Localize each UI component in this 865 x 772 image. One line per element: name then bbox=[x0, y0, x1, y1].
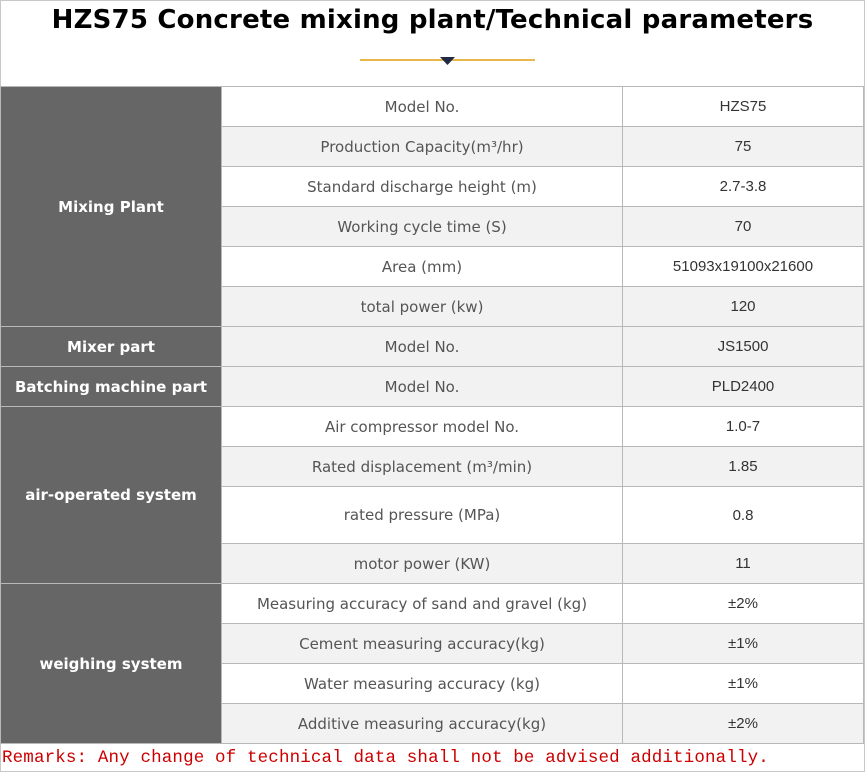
param-value: ±1% bbox=[622, 663, 864, 704]
param-value: JS1500 bbox=[622, 326, 864, 367]
param-value: 75 bbox=[622, 126, 864, 167]
category-mixer-part: Mixer part bbox=[0, 326, 222, 367]
param-value: ±2% bbox=[622, 703, 864, 744]
param-name: Model No. bbox=[221, 86, 623, 127]
param-name: Model No. bbox=[221, 366, 623, 407]
table-row: Standard discharge height (m) 2.7-3.8 bbox=[1, 166, 864, 207]
param-value: PLD2400 bbox=[622, 366, 864, 407]
category-batching-machine-part: Batching machine part bbox=[0, 366, 222, 407]
page-title: HZS75 Concrete mixing plant/Technical pa… bbox=[51, 5, 814, 35]
table-row: Mixer part Model No. JS1500 bbox=[0, 326, 864, 367]
param-value: ±1% bbox=[622, 623, 864, 664]
table-row: Production Capacity(m³/hr) 75 bbox=[1, 126, 864, 167]
table-row: Working cycle time (S) 70 bbox=[1, 206, 864, 247]
param-name: Area (mm) bbox=[221, 246, 623, 287]
divider-triangle-icon bbox=[440, 57, 455, 65]
category-weighing-system: weighing system bbox=[0, 583, 222, 744]
category-air-operated-system: air-operated system bbox=[0, 406, 222, 584]
param-name: Cement measuring accuracy(kg) bbox=[221, 623, 623, 664]
param-value: HZS75 bbox=[622, 86, 864, 127]
param-value: 1.85 bbox=[622, 446, 864, 487]
param-value: 2.7-3.8 bbox=[622, 166, 864, 207]
remarks-note: Remarks: Any change of technical data sh… bbox=[2, 748, 769, 768]
param-name: Air compressor model No. bbox=[221, 406, 623, 447]
param-value: 1.0-7 bbox=[622, 406, 864, 447]
param-name: Standard discharge height (m) bbox=[221, 166, 623, 207]
param-name: total power (kw) bbox=[221, 286, 623, 327]
table-row: Batching machine part Model No. PLD2400 bbox=[0, 366, 864, 407]
param-name: Water measuring accuracy (kg) bbox=[221, 663, 623, 704]
param-name: Measuring accuracy of sand and gravel (k… bbox=[221, 583, 623, 624]
table-row: Area (mm) 51093x19100x21600 bbox=[1, 246, 864, 287]
param-value: 11 bbox=[622, 543, 864, 584]
table-row: Rated displacement (m³/min) 1.85 bbox=[1, 446, 864, 487]
table-row: weighing system Measuring accuracy of sa… bbox=[0, 583, 864, 744]
table-row: Cement measuring accuracy(kg) ±1% bbox=[1, 623, 864, 664]
param-value: ±2% bbox=[622, 583, 864, 624]
table-row: air-operated system Air compressor model… bbox=[0, 406, 864, 584]
title-divider-ornament bbox=[360, 57, 535, 65]
param-name: Working cycle time (S) bbox=[221, 206, 623, 247]
param-name: Additive measuring accuracy(kg) bbox=[221, 703, 623, 744]
table-row: Mixing Plant Model No. HZS75 bbox=[0, 86, 864, 327]
category-mixing-plant: Mixing Plant bbox=[0, 86, 222, 327]
param-value: 0.8 bbox=[622, 486, 864, 544]
table-row: Additive measuring accuracy(kg) ±2% bbox=[1, 703, 864, 744]
table-row: rated pressure (MPa) 0.8 bbox=[1, 486, 864, 544]
param-name: Rated displacement (m³/min) bbox=[221, 446, 623, 487]
param-name: Model No. bbox=[221, 326, 623, 367]
param-value: 51093x19100x21600 bbox=[622, 246, 864, 287]
param-name: rated pressure (MPa) bbox=[221, 486, 623, 544]
table-row: total power (kw) 120 bbox=[1, 286, 864, 327]
param-name: Production Capacity(m³/hr) bbox=[221, 126, 623, 167]
technical-parameters-table: Mixing Plant Model No. HZS75 Production … bbox=[0, 86, 864, 744]
param-value: 120 bbox=[622, 286, 864, 327]
param-value: 70 bbox=[622, 206, 864, 247]
param-name: motor power (KW) bbox=[221, 543, 623, 584]
